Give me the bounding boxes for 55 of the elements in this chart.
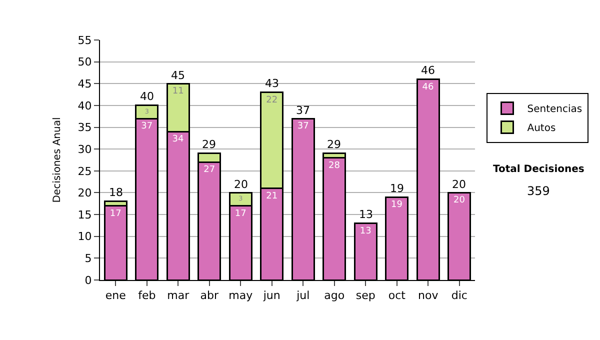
y-axis-title: Decisiones Anual	[52, 117, 63, 203]
y-tick-label: 15	[78, 208, 92, 222]
y-tick-label: 45	[78, 77, 92, 90]
x-tick-label: ago	[324, 289, 345, 302]
data-label: 46	[422, 82, 434, 92]
y-tick-label: 20	[78, 186, 92, 200]
x-tick-label: nov	[418, 289, 439, 302]
x-tick-label: oct	[388, 289, 406, 302]
x-tick-label: jul	[296, 289, 310, 302]
data-label: 20	[454, 196, 466, 206]
total-label: 29	[327, 138, 341, 151]
x-tick-label: abr	[200, 289, 219, 302]
data-label: 37	[141, 122, 153, 132]
total-label: 19	[390, 182, 404, 195]
x-tick-label: jun	[262, 289, 280, 302]
x-tick-label: sep	[356, 289, 376, 302]
total-label: 46	[421, 64, 435, 77]
legend-label: Sentencias	[527, 104, 582, 116]
data-label: 27	[204, 165, 216, 176]
y-tick-label: 35	[78, 121, 92, 134]
data-label: 11	[172, 86, 184, 97]
total-label: 13	[359, 208, 373, 221]
x-tick-label: mar	[167, 289, 190, 302]
x-tick-label: feb	[138, 289, 156, 302]
total-label: 43	[265, 77, 279, 90]
total-label: 20	[452, 178, 466, 191]
data-label: 19	[391, 200, 403, 210]
y-tick-label: 25	[78, 164, 92, 178]
total-label: 18	[109, 186, 123, 199]
data-label: 28	[328, 160, 340, 171]
data-label: 13	[360, 226, 372, 236]
y-tick-label: 55	[78, 34, 92, 47]
y-tick-label: 0	[84, 274, 92, 287]
data-label: 22	[266, 95, 278, 106]
data-label: 17	[234, 208, 246, 219]
legend-label: Autos	[527, 123, 556, 134]
data-label: 34	[172, 134, 184, 145]
x-tick-label: may	[228, 289, 254, 302]
data-label: 17	[110, 208, 122, 219]
text: Total Decisiones	[493, 164, 584, 175]
x-tick-label: ene	[105, 289, 126, 302]
text: 359	[527, 184, 550, 198]
total-label: 20	[234, 178, 248, 191]
data-label: 37	[297, 122, 309, 132]
total-label: 45	[171, 69, 185, 82]
x-tick-label: dic	[451, 289, 468, 302]
total-label: 29	[202, 138, 216, 151]
y-tick-label: 10	[78, 230, 92, 244]
data-label: 21	[266, 191, 278, 202]
total-label: 37	[296, 104, 310, 117]
y-tick-label: 5	[84, 252, 92, 266]
y-tick-label: 30	[78, 142, 92, 156]
y-tick-label: 50	[78, 56, 92, 69]
y-tick-label: 40	[78, 99, 92, 112]
total-label: 40	[140, 90, 154, 103]
